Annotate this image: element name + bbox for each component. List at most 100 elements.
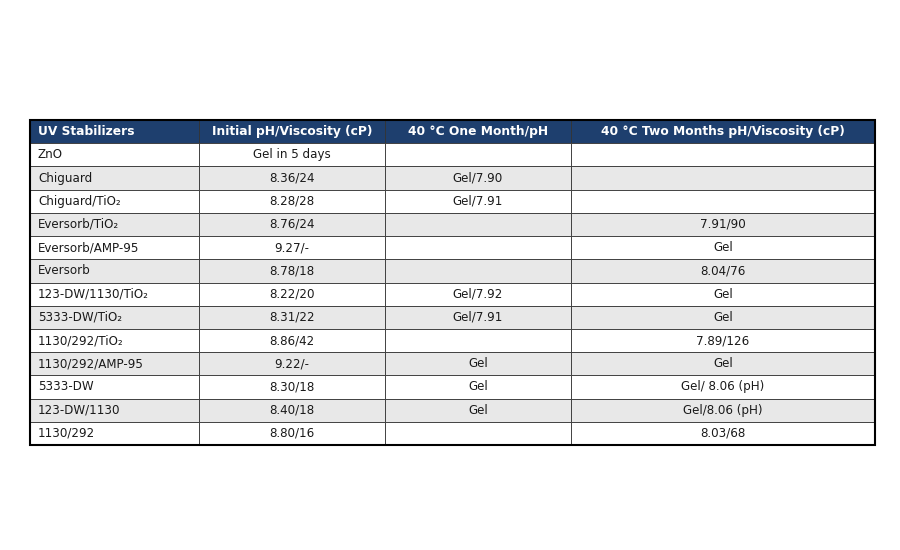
Text: Gel: Gel	[468, 358, 488, 370]
Bar	[571, 283, 875, 306]
Text: Eversorb/TiO₂: Eversorb/TiO₂	[38, 218, 119, 231]
Text: Gel: Gel	[713, 358, 733, 370]
Text: 1130/292/TiO₂: 1130/292/TiO₂	[38, 334, 123, 347]
Bar	[199, 306, 385, 329]
Bar	[30, 422, 199, 445]
Bar	[199, 375, 385, 399]
Bar	[385, 143, 571, 167]
Text: 8.86/42: 8.86/42	[269, 334, 315, 347]
Text: Chiguard: Chiguard	[38, 172, 92, 185]
Text: 40 °C Two Months pH/Viscosity (cP): 40 °C Two Months pH/Viscosity (cP)	[601, 125, 845, 138]
Bar	[385, 306, 571, 329]
Bar	[385, 167, 571, 190]
Text: 5333-DW: 5333-DW	[38, 381, 94, 393]
Bar	[30, 167, 199, 190]
Bar	[571, 259, 875, 283]
Text: Eversorb/AMP-95: Eversorb/AMP-95	[38, 241, 140, 254]
Bar	[199, 399, 385, 422]
Bar	[385, 120, 571, 143]
Text: UV Stabilizers: UV Stabilizers	[38, 125, 134, 138]
Bar	[385, 236, 571, 259]
Text: Gel/7.92: Gel/7.92	[453, 288, 503, 301]
Bar	[30, 213, 199, 236]
Text: 7.89/126: 7.89/126	[697, 334, 750, 347]
Text: Gel/7.90: Gel/7.90	[453, 172, 503, 185]
Bar	[385, 213, 571, 236]
Text: 8.28/28: 8.28/28	[269, 195, 314, 208]
Text: Gel/7.91: Gel/7.91	[453, 311, 503, 324]
Text: 8.36/24: 8.36/24	[269, 172, 315, 185]
Text: 123-DW/1130/TiO₂: 123-DW/1130/TiO₂	[38, 288, 148, 301]
Bar	[571, 422, 875, 445]
Text: 123-DW/1130: 123-DW/1130	[38, 404, 121, 417]
Text: Eversorb: Eversorb	[38, 265, 91, 277]
Bar	[199, 329, 385, 352]
Bar	[571, 329, 875, 352]
Text: 8.30/18: 8.30/18	[269, 381, 315, 393]
Text: Initial pH/Viscosity (cP): Initial pH/Viscosity (cP)	[212, 125, 372, 138]
Bar	[385, 190, 571, 213]
Bar	[385, 259, 571, 283]
Bar	[199, 213, 385, 236]
Bar	[30, 399, 199, 422]
Bar	[571, 143, 875, 167]
Bar	[30, 306, 199, 329]
Text: 9.27/-: 9.27/-	[274, 241, 310, 254]
Text: Gel: Gel	[468, 381, 488, 393]
Bar	[199, 422, 385, 445]
Text: ZnO: ZnO	[38, 148, 63, 161]
Bar	[30, 236, 199, 259]
Bar	[571, 399, 875, 422]
Text: Chiguard/TiO₂: Chiguard/TiO₂	[38, 195, 121, 208]
Text: 8.76/24: 8.76/24	[269, 218, 315, 231]
Text: Gel/ 8.06 (pH): Gel/ 8.06 (pH)	[681, 381, 764, 393]
Bar	[199, 259, 385, 283]
Bar	[385, 283, 571, 306]
Text: 40 °C One Month/pH: 40 °C One Month/pH	[408, 125, 548, 138]
Bar	[30, 375, 199, 399]
Bar	[385, 399, 571, 422]
Text: 1130/292: 1130/292	[38, 427, 95, 440]
Bar	[385, 375, 571, 399]
Text: 8.80/16: 8.80/16	[269, 427, 315, 440]
Text: 8.03/68: 8.03/68	[700, 427, 745, 440]
Bar	[571, 236, 875, 259]
Bar	[30, 329, 199, 352]
Text: 8.04/76: 8.04/76	[700, 265, 745, 277]
Text: 5333-DW/TiO₂: 5333-DW/TiO₂	[38, 311, 122, 324]
Bar	[30, 143, 199, 167]
Bar	[571, 190, 875, 213]
Bar	[385, 352, 571, 375]
Bar	[199, 120, 385, 143]
Bar	[571, 352, 875, 375]
Text: 7.91/90: 7.91/90	[700, 218, 746, 231]
Text: Gel/7.91: Gel/7.91	[453, 195, 503, 208]
Text: 8.22/20: 8.22/20	[269, 288, 315, 301]
Bar	[199, 283, 385, 306]
Text: 8.78/18: 8.78/18	[269, 265, 314, 277]
Bar	[571, 375, 875, 399]
Text: Gel: Gel	[713, 311, 733, 324]
Bar	[30, 120, 199, 143]
Bar	[199, 352, 385, 375]
Bar	[30, 190, 199, 213]
Bar	[30, 259, 199, 283]
Bar	[385, 422, 571, 445]
Text: 8.31/22: 8.31/22	[269, 311, 315, 324]
Bar	[571, 213, 875, 236]
Text: Gel/8.06 (pH): Gel/8.06 (pH)	[683, 404, 762, 417]
Text: 9.22/-: 9.22/-	[274, 358, 310, 370]
Bar	[30, 120, 875, 445]
Bar	[30, 352, 199, 375]
Bar	[571, 167, 875, 190]
Text: Gel: Gel	[713, 288, 733, 301]
Bar	[571, 120, 875, 143]
Bar	[199, 167, 385, 190]
Text: 1130/292/AMP-95: 1130/292/AMP-95	[38, 358, 144, 370]
Bar	[199, 236, 385, 259]
Bar	[385, 329, 571, 352]
Text: Gel: Gel	[713, 241, 733, 254]
Text: 8.40/18: 8.40/18	[269, 404, 314, 417]
Bar	[30, 283, 199, 306]
Text: Gel: Gel	[468, 404, 488, 417]
